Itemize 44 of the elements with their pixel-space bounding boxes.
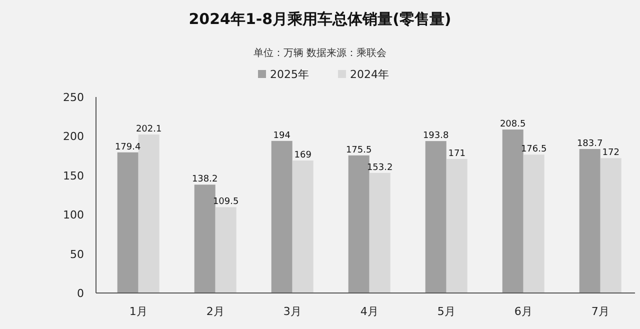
legend-label: 2024年 xyxy=(350,68,389,81)
bar xyxy=(600,158,622,293)
bar xyxy=(446,158,468,293)
data-label: 176.5 xyxy=(520,144,547,155)
data-label: 153.2 xyxy=(366,162,393,173)
data-label: 169 xyxy=(294,150,312,161)
bar xyxy=(215,207,236,293)
x-tick-label: 4月 xyxy=(360,305,378,318)
data-label: 193.8 xyxy=(422,131,450,142)
data-label: 183.7 xyxy=(576,138,603,149)
chart-title: 2024年1-8月乘用车总体销量(零售量) xyxy=(188,10,452,28)
bar xyxy=(194,184,216,293)
data-label: 138.2 xyxy=(192,174,218,185)
x-tick-label: 2月 xyxy=(206,305,224,318)
bar xyxy=(502,130,524,293)
bar xyxy=(117,152,138,293)
bar xyxy=(369,172,390,293)
x-tick-label: 7月 xyxy=(591,305,610,318)
y-tick-label: 250 xyxy=(63,91,84,104)
legend-label: 2025年 xyxy=(270,68,309,81)
bar xyxy=(579,148,600,293)
bar xyxy=(292,160,314,293)
data-label: 179.4 xyxy=(114,142,142,152)
y-tick-label: 50 xyxy=(70,248,84,261)
data-label: 202.1 xyxy=(136,124,162,135)
data-label: 171 xyxy=(448,148,466,159)
data-label: 175.5 xyxy=(346,145,372,156)
bar xyxy=(271,140,292,293)
x-tick-label: 3月 xyxy=(283,305,302,318)
bar xyxy=(425,141,446,293)
y-tick-label: 100 xyxy=(63,208,84,222)
chart-subtitle: 单位：万辆 数据来源：乘联会 xyxy=(253,47,387,59)
data-label: 194 xyxy=(273,130,291,141)
y-tick-label: 150 xyxy=(63,169,84,182)
y-tick-label: 0 xyxy=(77,287,84,300)
x-tick-label: 6月 xyxy=(514,305,532,318)
x-tick-label: 1月 xyxy=(129,305,148,318)
x-tick-label: 5月 xyxy=(437,305,456,318)
data-label: 109.5 xyxy=(212,197,239,208)
data-label: 208.5 xyxy=(500,120,526,130)
data-label: 172 xyxy=(602,148,620,158)
y-tick-label: 200 xyxy=(63,130,84,144)
bar xyxy=(523,154,544,293)
bar xyxy=(348,155,370,293)
